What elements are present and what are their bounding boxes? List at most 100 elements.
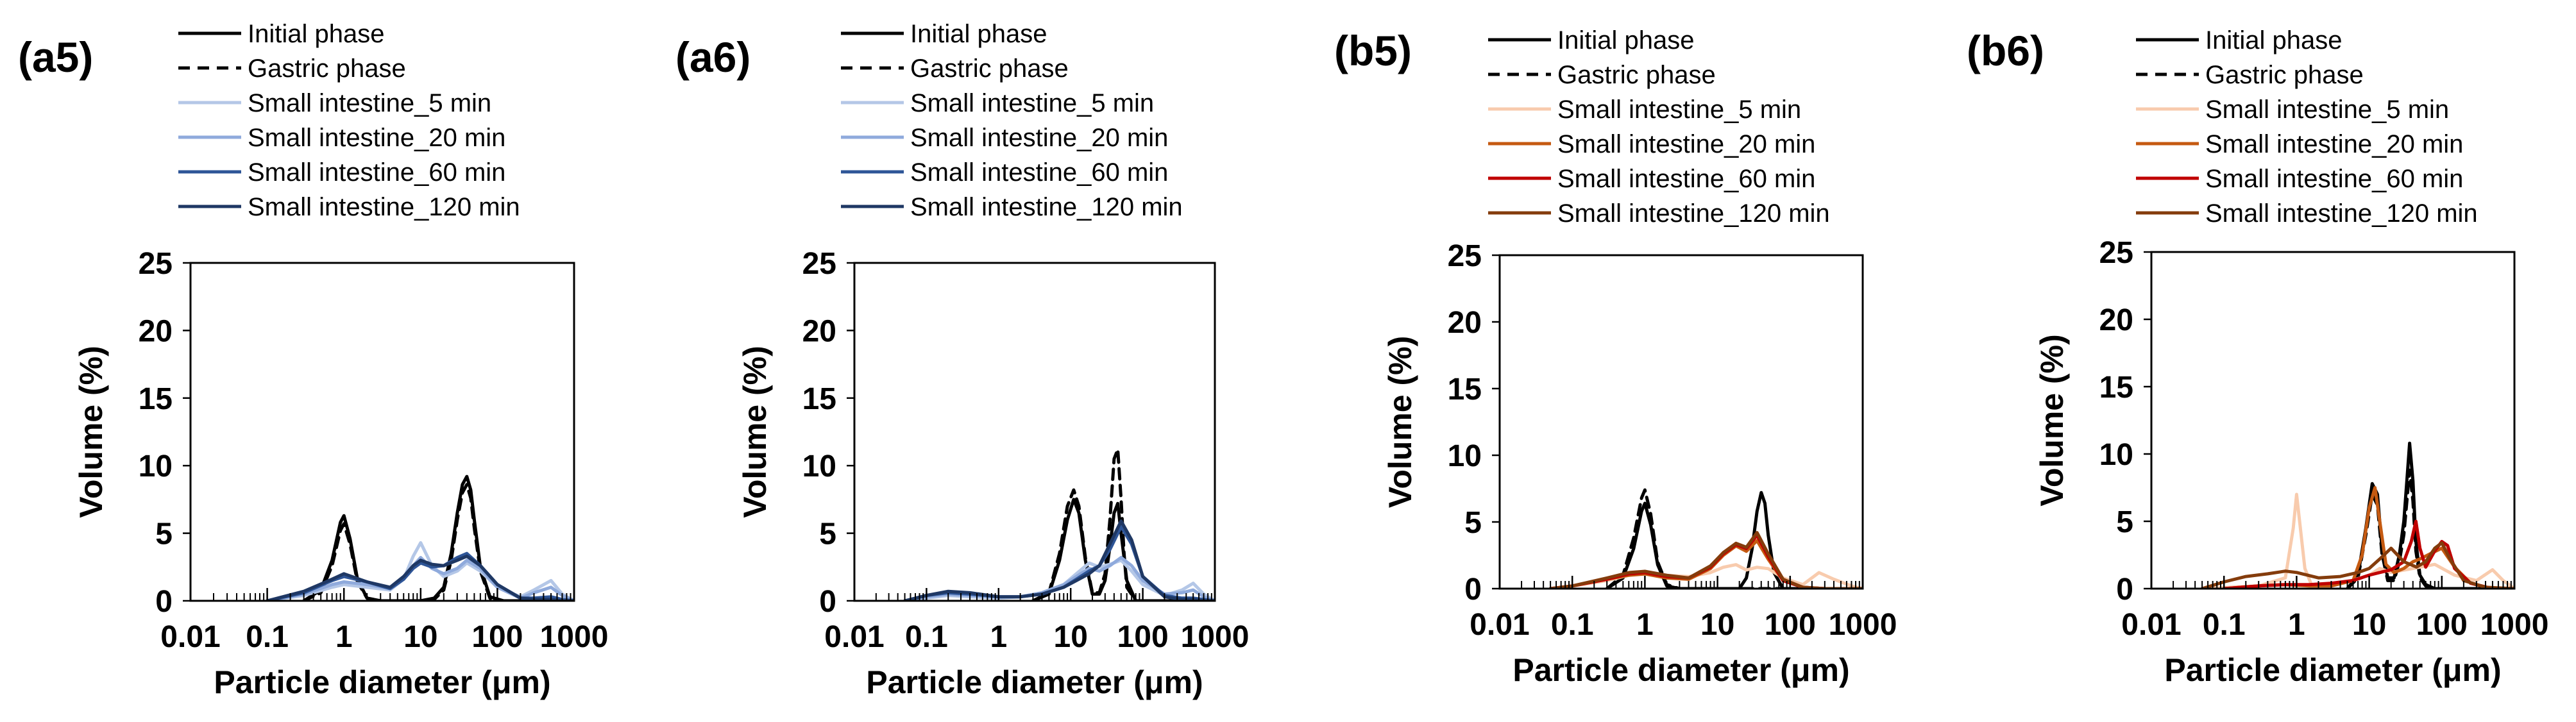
x-tick-label: 0.01 [160,620,220,654]
panel-a5: (a5) Initial phase Gastric phase Small inte… [18,20,608,700]
x-tick-label: 1 [990,620,1007,654]
legend-label: Small intestine_5 min [2205,96,2449,124]
x-tick-label: 100 [471,620,523,654]
x-tick-label: 1000 [2480,608,2549,642]
series-line [2346,441,2514,589]
x-tick-label: 100 [1765,608,1816,642]
y-tick-label: 5 [2116,505,2133,539]
x-tick-label: 0.1 [2203,608,2246,642]
y-tick-label: 20 [139,314,173,348]
y-axis-title: Volume (%) [737,346,773,518]
series-line [266,556,574,601]
series-line [1548,531,1863,589]
x-tick-label: 0.1 [905,620,948,654]
x-tick-label: 10 [2352,608,2386,642]
legend-label: Small intestine_60 min [1557,165,1815,193]
legend-label: Small intestine_20 min [910,124,1168,152]
y-tick-label: 25 [2099,236,2133,270]
legend-label: Small intestine_120 min [248,193,520,221]
y-axis-title: Volume (%) [2034,334,2070,507]
legend-label: Small intestine_60 min [910,158,1168,187]
series-line [302,483,574,601]
x-tick-label: 0.1 [1551,608,1594,642]
legend-label: Small intestine_60 min [248,158,505,187]
x-tick-label: 10 [1700,608,1734,642]
x-tick-label: 1000 [1829,608,1897,642]
x-tick-label: 0.01 [824,620,884,654]
legend-label: Small intestine_120 min [1557,199,1830,228]
series-line [2200,541,2514,589]
y-tick-label: 10 [1448,439,1482,473]
x-axis-title: Particle diameter (μm) [214,664,550,700]
panel-b6: (b6) Initial phase Gastric phase Small inte… [1967,26,2548,688]
panel-b5: (b5) Initial phase Gastric phase Small inte… [1334,26,1897,688]
y-tick-label: 20 [802,314,836,348]
y-axis-title: Volume (%) [73,346,109,518]
x-tick-label: 1000 [540,620,609,654]
legend-label: Gastric phase [248,55,406,83]
y-tick-label: 5 [155,517,173,551]
legend-label: Small intestine_120 min [910,193,1183,221]
legend-label: Small intestine_20 min [2205,130,2463,158]
legend-label: Initial phase [910,20,1047,48]
y-tick-label: 0 [155,585,173,619]
x-axis-title: Particle diameter (μm) [1513,652,1849,688]
series-line [1605,491,1863,589]
legend-label: Initial phase [2205,26,2342,55]
plot-frame [189,262,575,602]
y-tick-label: 25 [139,247,173,281]
x-tick-label: 10 [403,620,437,654]
y-tick-label: 0 [819,585,836,619]
series-line [1605,488,1863,589]
y-tick-label: 10 [2099,438,2133,472]
x-tick-label: 1 [1636,608,1654,642]
y-tick-label: 10 [139,449,173,483]
x-axis-title: Particle diameter (μm) [2164,652,2501,688]
x-tick-label: 1 [2288,608,2305,642]
x-tick-label: 0.01 [2121,608,2181,642]
y-tick-label: 10 [802,449,836,483]
panel-label: (a5) [18,33,93,81]
y-tick-label: 0 [1464,573,1482,607]
y-tick-label: 0 [2116,573,2133,607]
y-tick-label: 5 [1464,506,1482,540]
legend-label: Initial phase [248,20,384,48]
y-tick-label: 20 [2099,303,2133,337]
x-tick-label: 10 [1054,620,1088,654]
x-axis-title: Particle diameter (μm) [866,664,1203,700]
x-tick-label: 100 [2416,608,2468,642]
legend-label: Small intestine_20 min [1557,130,1815,158]
y-tick-label: 20 [1448,306,1482,340]
series-line [266,554,574,601]
y-tick-label: 15 [139,382,173,416]
panel-label: (a6) [675,33,750,81]
legend-label: Gastric phase [1557,61,1716,89]
y-tick-label: 5 [819,517,836,551]
panel-label: (b6) [1967,27,2044,74]
y-tick-label: 25 [1448,239,1482,273]
legend-label: Gastric phase [910,55,1069,83]
plot-frame [2150,251,2516,590]
legend-label: Small intestine_60 min [2205,165,2463,193]
y-axis-title: Volume (%) [1382,336,1418,508]
legend-label: Initial phase [1557,26,1694,55]
x-tick-label: 0.1 [246,620,289,654]
plot-frame [1498,254,1864,590]
panel-a6: (a6) Initial phase Gastric phase Small inte… [675,20,1249,700]
legend-label: Small intestine_20 min [248,124,505,152]
legend-label: Gastric phase [2205,61,2364,89]
series-line [903,519,1215,601]
x-tick-label: 100 [1117,620,1169,654]
x-tick-label: 0.01 [1470,608,1529,642]
x-tick-label: 1000 [1181,620,1250,654]
panel-label: (b5) [1334,27,1412,74]
legend-label: Small intestine_120 min [2205,199,2478,228]
y-tick-label: 25 [802,247,836,281]
legend-label: Small intestine_5 min [1557,96,1801,124]
legend-label: Small intestine_5 min [910,89,1154,117]
y-tick-label: 15 [1448,373,1482,407]
x-tick-label: 1 [335,620,353,654]
y-tick-label: 15 [802,382,836,416]
y-tick-label: 15 [2099,371,2133,405]
